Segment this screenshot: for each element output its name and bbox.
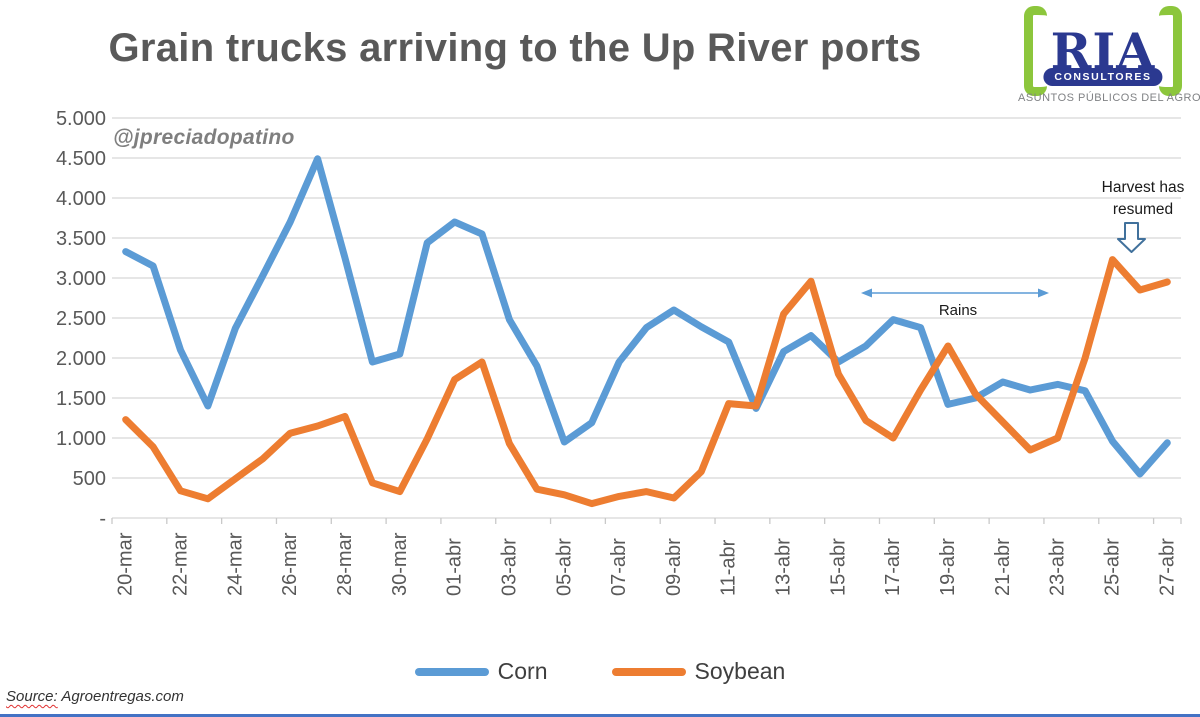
y-tick-label: 4.500 [56, 148, 106, 170]
ria-logo: RIA CONSULTORES ASUNTOS PÚBLICOS DEL AGR… [1018, 6, 1200, 104]
x-tick-label: 20-mar [115, 532, 137, 596]
logo-tagline: ASUNTOS PÚBLICOS DEL AGRO [1018, 92, 1200, 104]
harvest-label-line1: Harvest has [1102, 179, 1185, 196]
rains-label: Rains [939, 302, 977, 319]
y-tick-label: 3.000 [56, 268, 106, 290]
x-tick-label: 24-mar [224, 532, 246, 596]
soybean-line [122, 256, 1171, 508]
x-tick-label: 03-abr [498, 538, 520, 596]
y-tick-label: 2.500 [56, 308, 106, 330]
logo-right-bracket-icon [1159, 6, 1183, 96]
chart-title: Grain trucks arriving to the Up River po… [108, 26, 922, 70]
rains-arrow-right-head-icon [1038, 288, 1049, 298]
x-tick-label: 30-mar [389, 532, 411, 596]
y-tick-label: - [99, 508, 106, 530]
legend-item-soybean: Soybean [611, 658, 786, 685]
corn-line [122, 155, 1171, 478]
x-tick-label: 23-abr [1047, 538, 1069, 596]
x-tick-label: 09-abr [663, 538, 685, 596]
watermark: @jpreciadopatino [113, 126, 295, 149]
x-tick-label: 19-abr [937, 538, 959, 596]
y-tick-label: 2.000 [56, 348, 106, 370]
x-tick-label: 27-abr [1156, 538, 1178, 596]
logo-subtitle-badge: CONSULTORES [1043, 68, 1163, 86]
x-tick-label: 11-abr [718, 539, 740, 596]
source-site: Agroentregas.com [57, 688, 184, 705]
y-tick-label: 5.000 [56, 108, 106, 130]
x-tick-label: 15-abr [827, 538, 849, 596]
soybean-line-swatch-icon [611, 667, 686, 676]
x-tick-label: 13-abr [773, 538, 795, 596]
y-tick-label: 3.500 [56, 228, 106, 250]
harvest-label-line2: resumed [1113, 201, 1173, 218]
x-tick-label: 21-abr [992, 538, 1014, 596]
x-tick-label: 26-mar [279, 532, 301, 596]
y-tick-label: 1.500 [56, 388, 106, 410]
x-tick-label: 01-abr [444, 538, 466, 596]
x-tick-label: 17-abr [882, 538, 904, 596]
harvest-down-arrow-icon [1117, 222, 1146, 253]
x-tick-label: 07-abr [608, 538, 630, 596]
y-tick-label: 500 [73, 468, 106, 490]
x-tick-label: 22-mar [170, 532, 192, 596]
y-tick-label: 1.000 [56, 428, 106, 450]
legend-item-corn: Corn [414, 658, 548, 685]
source-credit: Source: Agroentregas.com [6, 688, 184, 705]
source-label: Source: [6, 688, 58, 705]
logo-left-bracket-icon [1023, 6, 1047, 96]
bottom-blue-rule [0, 714, 1200, 717]
x-tick-label: 25-abr [1101, 538, 1123, 596]
legend-label-soybean: Soybean [694, 658, 786, 684]
corn-line-swatch-icon [414, 667, 489, 676]
y-tick-label: 4.000 [56, 188, 106, 210]
x-tick-label: 28-mar [334, 532, 356, 596]
rains-arrow-left-head-icon [861, 288, 872, 298]
x-tick-label: 05-abr [553, 538, 575, 596]
chart-legend: Corn Soybean [0, 658, 1200, 685]
legend-label-corn: Corn [497, 658, 548, 684]
